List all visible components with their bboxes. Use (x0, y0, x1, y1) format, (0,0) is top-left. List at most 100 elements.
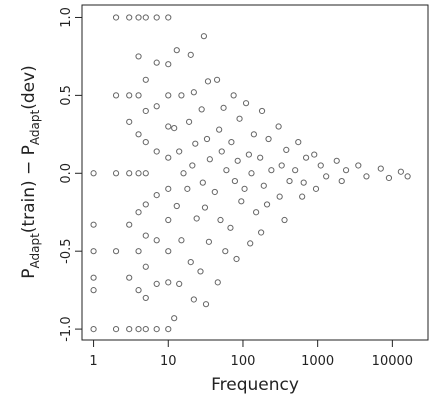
point (385, 174, 393, 182)
point (302, 154, 310, 161)
point (178, 237, 185, 244)
point (245, 151, 252, 158)
point (135, 53, 142, 60)
point (135, 92, 142, 99)
point (258, 229, 265, 236)
point (184, 185, 191, 192)
y-tick-label: 0.0 (59, 163, 74, 184)
point (165, 14, 172, 21)
point (135, 209, 142, 216)
point (173, 47, 180, 54)
point (199, 179, 206, 186)
point (228, 139, 235, 146)
y-label-sub: Adapt (28, 110, 42, 146)
point (180, 170, 187, 177)
point (203, 135, 211, 143)
point (234, 157, 241, 164)
point (178, 92, 185, 99)
point (165, 185, 172, 192)
point (135, 248, 142, 255)
point (126, 274, 133, 281)
point (153, 191, 160, 199)
point (202, 301, 210, 308)
x-tick-label: 10000 (372, 354, 413, 369)
point (153, 280, 160, 288)
point (275, 123, 282, 130)
point (312, 185, 320, 192)
point (197, 268, 204, 275)
point (247, 240, 254, 247)
point (222, 248, 229, 255)
point (176, 148, 183, 155)
point (213, 76, 221, 83)
point (165, 61, 172, 68)
point (112, 170, 120, 177)
point (281, 216, 288, 224)
y-label-part: P (19, 269, 39, 279)
point (173, 202, 180, 210)
x-tick-label: 10 (160, 354, 177, 369)
point (153, 103, 160, 110)
point (276, 193, 283, 200)
point (153, 14, 160, 21)
point (323, 173, 330, 180)
x-tick-label: 1 (89, 354, 97, 369)
point (190, 296, 197, 303)
point (142, 232, 149, 239)
point (286, 177, 293, 185)
y-label-part: (dev) (19, 65, 39, 110)
point (265, 135, 272, 143)
point (165, 123, 172, 130)
point (112, 248, 120, 255)
point (205, 238, 213, 245)
point (126, 92, 133, 99)
x-tick-label: 100 (231, 354, 256, 369)
point (142, 325, 149, 333)
point (241, 185, 248, 192)
point (142, 14, 149, 21)
point (165, 279, 172, 286)
point (198, 106, 205, 113)
point (165, 248, 172, 255)
point (263, 201, 271, 208)
point (135, 170, 142, 177)
point (204, 78, 212, 85)
point (193, 215, 200, 222)
point (135, 287, 142, 294)
point (90, 248, 97, 255)
point (126, 118, 133, 125)
point (206, 156, 213, 163)
point (250, 131, 257, 138)
point (176, 280, 183, 288)
point (112, 325, 120, 333)
point (292, 167, 299, 174)
point (142, 294, 149, 302)
point (299, 193, 306, 200)
plot-frame (81, 4, 429, 341)
y-label-part: (train) − P (19, 145, 39, 233)
point (200, 33, 208, 40)
point (333, 157, 340, 164)
point (230, 92, 237, 99)
point (165, 216, 172, 224)
point (377, 165, 384, 172)
point (187, 51, 194, 58)
point (248, 170, 255, 177)
point (112, 92, 120, 99)
point (317, 162, 324, 169)
point (112, 14, 120, 21)
point (135, 325, 142, 333)
point (171, 124, 178, 132)
x-axis-label: Frequency (211, 375, 299, 395)
point (189, 162, 196, 169)
point (201, 204, 209, 211)
point (153, 325, 160, 333)
point (258, 107, 266, 115)
point (90, 325, 97, 333)
point (355, 162, 362, 169)
point (217, 216, 224, 224)
y-tick-label: 1.0 (59, 7, 74, 28)
point (211, 188, 218, 196)
point (153, 148, 160, 155)
point (214, 279, 221, 286)
